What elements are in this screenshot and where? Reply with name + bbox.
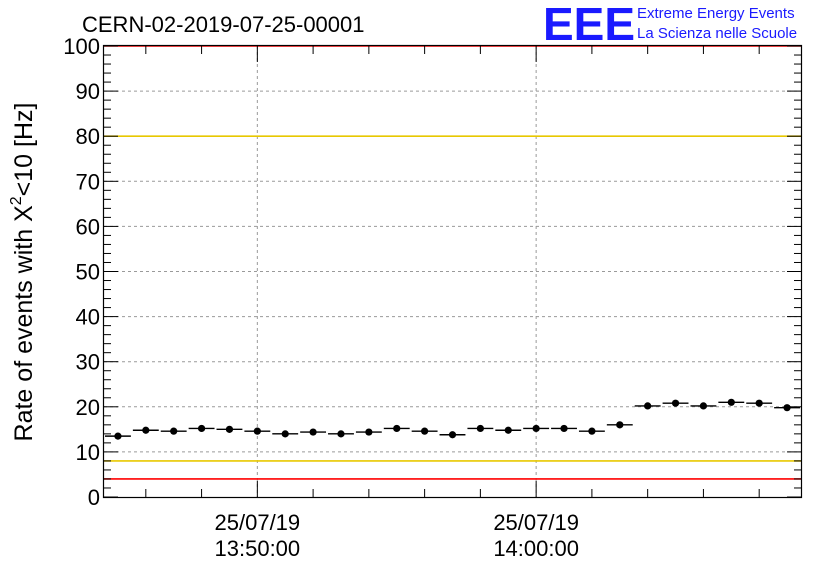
data-point	[337, 430, 345, 438]
data-point	[644, 402, 652, 410]
y-tick-label: 50	[76, 260, 100, 285]
y-axis-label-main: Rate of events with X	[10, 205, 38, 442]
y-tick-label: 40	[76, 305, 100, 330]
data-point	[504, 426, 512, 434]
x-tick-time-label: 13:50:00	[215, 536, 301, 561]
data-points	[105, 398, 800, 440]
data-point	[114, 432, 122, 440]
data-point	[197, 424, 206, 433]
data-point	[727, 398, 735, 406]
data-point	[699, 402, 708, 410]
y-axis-label-tail: <10 [Hz]	[10, 103, 38, 197]
data-point	[671, 399, 680, 407]
x-tick-date-label: 25/07/19	[493, 510, 579, 535]
data-point	[755, 399, 763, 407]
data-point	[421, 427, 429, 435]
data-point	[170, 427, 178, 435]
logo-mark: EEE	[543, 0, 635, 50]
org-name-line2: La Scienza nelle Scuole	[637, 25, 797, 42]
grid-lines	[104, 46, 801, 497]
data-point	[225, 425, 234, 433]
data-point	[588, 427, 596, 435]
x-tick-time-label: 14:00:00	[493, 536, 579, 561]
y-axis-label-sup: 2	[8, 196, 25, 205]
data-point	[281, 430, 289, 438]
data-point	[365, 428, 373, 436]
y-tick-label: 60	[76, 214, 100, 239]
x-tick-date-label: 25/07/19	[215, 510, 301, 535]
data-point	[783, 404, 791, 412]
eee-logo: EEE Extreme Energy Events La Scienza nel…	[543, 0, 797, 50]
y-tick-labels: 0 10 20 30 40 50 60 70 80 90 100	[63, 34, 100, 510]
data-point	[448, 431, 457, 439]
y-tick-label: 90	[76, 79, 100, 104]
data-point	[253, 427, 261, 435]
data-point	[532, 424, 540, 433]
data-point	[393, 424, 401, 433]
reference-lines	[104, 45, 801, 480]
data-point	[309, 428, 317, 436]
y-tick-label: 0	[88, 485, 100, 510]
y-tick-label: 80	[76, 124, 100, 149]
chart-title: CERN-02-2019-07-25-00001	[82, 12, 365, 37]
y-tick-label: 100	[63, 34, 100, 59]
y-tick-label: 70	[76, 169, 100, 194]
y-axis-label: Rate of events with X2<10 [Hz]	[8, 103, 38, 442]
plot-frame	[102, 44, 803, 499]
y-tick-label: 10	[76, 440, 100, 465]
data-point	[142, 426, 150, 434]
data-point	[476, 424, 484, 433]
y-tick-label: 20	[76, 395, 100, 420]
org-name-line1: Extreme Energy Events	[637, 5, 795, 22]
y-tick-label: 30	[76, 350, 100, 375]
data-point	[560, 424, 568, 433]
data-point	[616, 421, 624, 429]
